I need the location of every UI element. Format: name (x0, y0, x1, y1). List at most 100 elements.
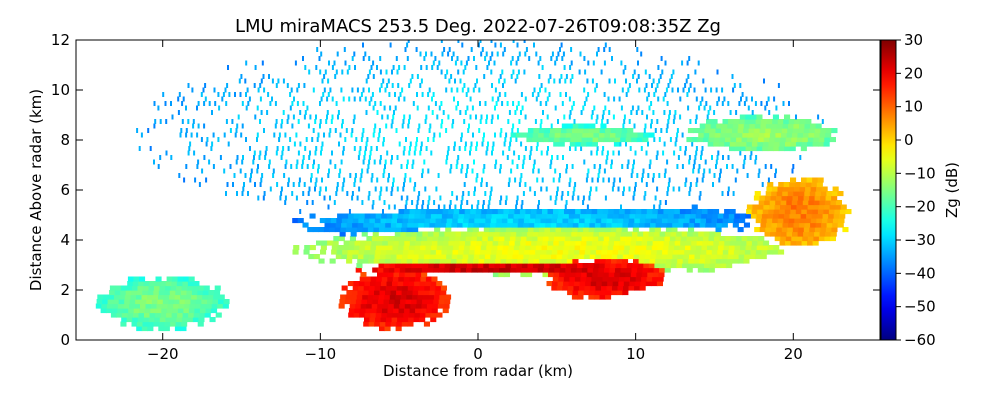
reflectivity-cell (245, 60, 248, 66)
reflectivity-cell (629, 245, 636, 251)
reflectivity-cell (645, 218, 652, 224)
reflectivity-cell (397, 317, 404, 323)
reflectivity-cell (266, 110, 269, 115)
reflectivity-cell (353, 213, 360, 219)
reflectivity-cell (185, 294, 192, 300)
reflectivity-cell (304, 146, 307, 151)
reflectivity-cell (695, 213, 702, 219)
reflectivity-cell (481, 177, 483, 183)
reflectivity-cell (570, 272, 577, 278)
reflectivity-cell (538, 200, 540, 205)
reflectivity-cell (573, 249, 580, 255)
reflectivity-cell (512, 40, 515, 43)
reflectivity-cell (537, 168, 540, 174)
reflectivity-cell (363, 218, 370, 224)
reflectivity-cell (593, 263, 600, 269)
reflectivity-cell (171, 281, 178, 287)
reflectivity-cell (795, 213, 802, 219)
reflectivity-cell (303, 249, 310, 255)
reflectivity-cell (768, 209, 775, 215)
reflectivity-cell (681, 60, 684, 66)
reflectivity-cell (799, 119, 806, 125)
reflectivity-cell (502, 51, 505, 57)
reflectivity-cell (434, 56, 437, 61)
reflectivity-cell (637, 263, 644, 269)
reflectivity-cell (674, 209, 681, 215)
reflectivity-cell (549, 132, 556, 138)
reflectivity-cell (731, 132, 738, 138)
reflectivity-cell (408, 281, 415, 287)
reflectivity-cell (354, 240, 361, 246)
reflectivity-cell (569, 141, 576, 147)
reflectivity-cell (444, 263, 451, 269)
reflectivity-cell (701, 245, 708, 251)
reflectivity-cell (623, 285, 630, 291)
reflectivity-cell (524, 213, 531, 219)
reflectivity-cell (707, 240, 714, 246)
reflectivity-cell (600, 69, 603, 75)
reflectivity-cell (762, 141, 769, 147)
reflectivity-cell (732, 191, 735, 196)
reflectivity-cell (473, 254, 480, 260)
reflectivity-cell (799, 123, 806, 129)
reflectivity-cell (386, 213, 393, 219)
x-tick-label: −20 (147, 345, 179, 363)
reflectivity-cell (770, 164, 773, 169)
reflectivity-cell (486, 146, 489, 151)
reflectivity-cell (679, 96, 682, 102)
reflectivity-cell (657, 96, 660, 102)
reflectivity-cell (706, 119, 713, 125)
reflectivity-cell (499, 164, 502, 169)
reflectivity-cell (176, 281, 183, 287)
reflectivity-cell (435, 254, 442, 260)
reflectivity-cell (577, 263, 584, 269)
reflectivity-cell (586, 78, 589, 84)
reflectivity-cell (676, 231, 683, 237)
reflectivity-cell (489, 195, 492, 201)
reflectivity-cell (707, 110, 710, 115)
reflectivity-cell (744, 155, 747, 160)
reflectivity-cell (556, 186, 559, 192)
reflectivity-cell (533, 42, 535, 48)
reflectivity-cell (428, 128, 431, 133)
reflectivity-cell (710, 222, 717, 228)
colorbar-tick-label: −10 (904, 164, 936, 182)
reflectivity-cell (340, 87, 343, 93)
reflectivity-cell (489, 191, 492, 196)
reflectivity-cell (468, 123, 470, 129)
reflectivity-cell (241, 159, 244, 165)
reflectivity-cell (383, 299, 390, 305)
reflectivity-cell (800, 213, 807, 219)
reflectivity-cell (574, 276, 581, 282)
reflectivity-cell (696, 177, 699, 183)
reflectivity-cell (469, 150, 471, 156)
reflectivity-cell (495, 159, 498, 165)
reflectivity-cell (362, 294, 369, 300)
reflectivity-cell (218, 294, 225, 300)
reflectivity-cell (492, 141, 495, 147)
reflectivity-cell (118, 299, 125, 305)
reflectivity-cell (648, 105, 651, 111)
reflectivity-cell (765, 123, 772, 129)
reflectivity-cell (699, 258, 706, 264)
reflectivity-cell (649, 159, 652, 165)
reflectivity-cell (540, 249, 547, 255)
reflectivity-cell (583, 290, 590, 296)
reflectivity-cell (417, 263, 424, 269)
reflectivity-cell (665, 87, 668, 93)
reflectivity-cell (425, 312, 432, 318)
reflectivity-cell (418, 191, 421, 196)
reflectivity-cell (701, 146, 704, 151)
reflectivity-cell (495, 222, 502, 228)
reflectivity-cell (601, 114, 604, 120)
reflectivity-cell (465, 92, 468, 97)
reflectivity-cell (144, 308, 151, 314)
reflectivity-cell (277, 78, 280, 84)
reflectivity-cell (261, 173, 264, 178)
reflectivity-cell (798, 191, 805, 197)
reflectivity-cell (253, 150, 256, 156)
reflectivity-cell (824, 200, 831, 206)
reflectivity-cell (380, 249, 387, 255)
reflectivity-cell (580, 245, 587, 251)
reflectivity-cell (446, 155, 449, 160)
